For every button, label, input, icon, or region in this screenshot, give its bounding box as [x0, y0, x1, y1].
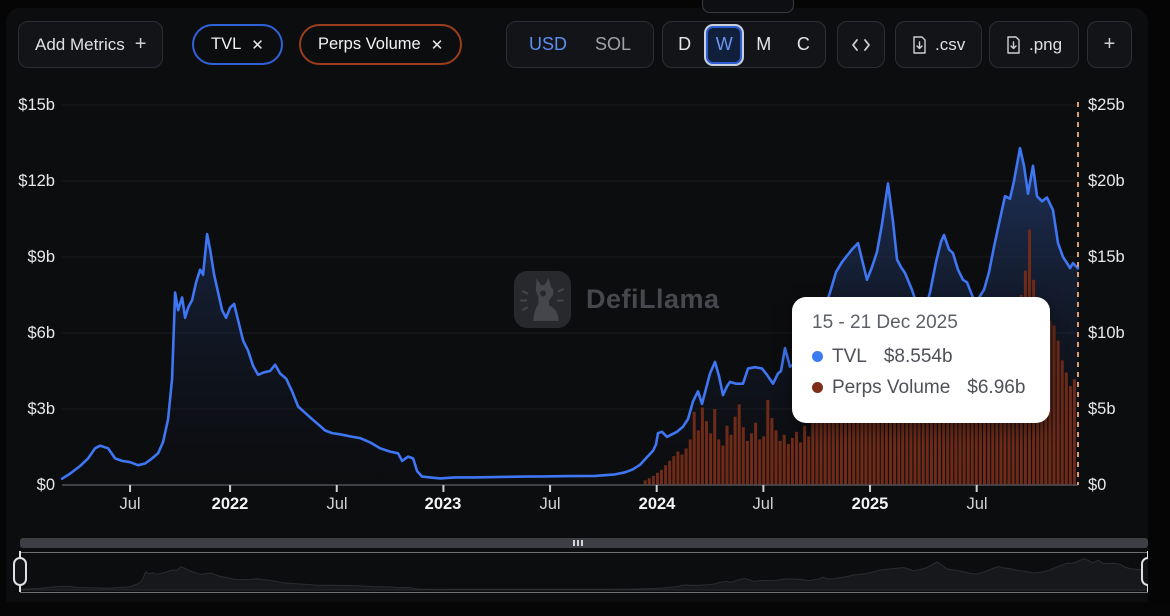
y-axis-label-left: $12b [18, 172, 55, 190]
metric-pill-perps-label: Perps Volume [318, 35, 421, 53]
minimap-chart [19, 558, 1149, 591]
y-axis-label-left: $9b [27, 248, 55, 266]
tooltip-row-tvl: TVL $8.554b [812, 341, 1030, 372]
download-file-icon [912, 35, 927, 54]
download-png-button[interactable]: .png [989, 21, 1080, 68]
plus-icon: + [134, 33, 147, 55]
download-csv-button[interactable]: .csv [895, 21, 983, 68]
y-axis-label-left: $0 [36, 476, 55, 494]
x-axis-label: Jul [119, 495, 141, 513]
x-axis-label: Jul [752, 495, 774, 513]
right-gutter [1148, 0, 1170, 616]
brush-left-handle[interactable] [13, 557, 27, 586]
tooltip-tvl-value: $8.554b [883, 345, 953, 367]
tooltip-date-range: 15 - 21 Dec 2025 [812, 312, 958, 333]
perps-series-dot [812, 382, 823, 393]
plus-icon: + [1103, 33, 1116, 55]
tooltip-perps-label: Perps Volume [832, 376, 951, 398]
y-axis-label-left: $6b [27, 324, 55, 342]
currency-option-usd[interactable]: USD [529, 34, 568, 54]
bottom-strip [0, 602, 1170, 616]
add-metrics-label: Add Metrics [35, 34, 125, 54]
interval-option-cumulative[interactable]: C [796, 34, 810, 54]
defillama-watermark-text: DefiLlama [586, 284, 720, 314]
add-metrics-button[interactable]: Add Metrics + [18, 21, 164, 68]
tooltip-row-perps: Perps Volume $6.96b [812, 372, 1030, 403]
metric-pill-tvl[interactable]: TVL ✕ [192, 24, 283, 65]
x-axis-label: Jul [966, 495, 988, 513]
y-axis-label-right: $20b [1088, 172, 1125, 190]
tvl-series-dot [812, 351, 823, 362]
y-axis-label-left: $3b [27, 400, 55, 418]
x-axis-label: 2023 [424, 495, 462, 513]
y-axis-label-right: $0 [1088, 476, 1107, 494]
download-file-icon [1006, 35, 1021, 54]
currency-option-sol[interactable]: SOL [595, 34, 632, 54]
defillama-watermark: DefiLlama [514, 271, 720, 328]
x-axis-label: 2024 [638, 495, 676, 513]
interval-option-daily[interactable]: D [678, 34, 692, 54]
top-drag-handle[interactable] [702, 0, 794, 13]
interval-toggle: D W M C [662, 21, 826, 68]
embed-code-button[interactable] [837, 21, 885, 68]
chart-scrollbar[interactable] [20, 538, 1148, 548]
scrollbar-grip-icon[interactable] [573, 540, 583, 546]
add-chart-button[interactable]: + [1087, 21, 1132, 68]
close-icon[interactable]: ✕ [430, 36, 444, 54]
chart-tooltip: 15 - 21 Dec 2025 TVL $8.554b Perps Volum… [792, 297, 1050, 423]
metric-pill-perps-volume[interactable]: Perps Volume ✕ [299, 24, 463, 65]
x-axis-label: Jul [539, 495, 561, 513]
x-axis-label: 2022 [211, 495, 249, 513]
zoom-brush-minimap[interactable] [19, 552, 1149, 593]
y-axis-label-right: $5b [1088, 400, 1116, 418]
y-axis-label-right: $10b [1088, 324, 1125, 342]
embed-code-icon [852, 38, 870, 51]
y-axis-label-right: $15b [1088, 248, 1125, 266]
y-axis-label-left: $15b [18, 96, 55, 114]
y-axis-label-right: $25b [1088, 96, 1125, 114]
tooltip-tvl-label: TVL [832, 345, 867, 367]
close-icon[interactable]: ✕ [251, 36, 264, 54]
interval-option-weekly[interactable]: W [706, 25, 743, 64]
download-png-label: .png [1029, 34, 1063, 54]
x-axis-label: Jul [326, 495, 348, 513]
tooltip-perps-value: $6.96b [967, 376, 1026, 398]
download-csv-label: .csv [935, 34, 966, 54]
interval-option-monthly[interactable]: M [756, 34, 772, 54]
x-axis-label: 2025 [851, 495, 889, 513]
metric-pill-tvl-label: TVL [211, 35, 242, 53]
currency-toggle: USD SOL [506, 21, 655, 68]
defillama-llama-icon [514, 271, 571, 328]
